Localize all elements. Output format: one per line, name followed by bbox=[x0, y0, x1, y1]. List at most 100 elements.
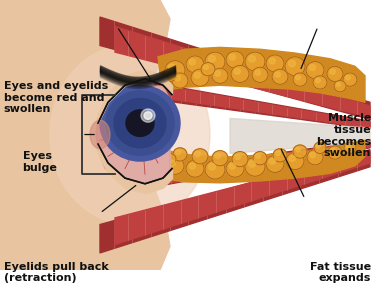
Text: Muscle
tissue
becomes
swollen: Muscle tissue becomes swollen bbox=[316, 113, 371, 158]
Circle shape bbox=[204, 65, 209, 70]
Circle shape bbox=[141, 109, 155, 122]
Text: Eyes and eyelids
become red and
swollen: Eyes and eyelids become red and swollen bbox=[4, 81, 108, 114]
Circle shape bbox=[269, 158, 276, 164]
Circle shape bbox=[212, 150, 228, 166]
Text: Eyelids pull back
(retraction): Eyelids pull back (retraction) bbox=[4, 262, 108, 284]
Polygon shape bbox=[158, 140, 365, 183]
Polygon shape bbox=[115, 27, 370, 117]
Circle shape bbox=[229, 163, 236, 169]
Polygon shape bbox=[100, 17, 370, 119]
Circle shape bbox=[285, 57, 305, 76]
Circle shape bbox=[144, 112, 152, 119]
Polygon shape bbox=[160, 85, 370, 128]
Circle shape bbox=[232, 152, 248, 167]
Circle shape bbox=[255, 154, 260, 158]
Text: Fat tissue
expands: Fat tissue expands bbox=[310, 262, 371, 284]
Circle shape bbox=[286, 152, 304, 170]
Circle shape bbox=[189, 163, 195, 169]
Circle shape bbox=[212, 68, 228, 84]
Circle shape bbox=[275, 72, 280, 77]
Circle shape bbox=[313, 76, 327, 89]
Polygon shape bbox=[230, 118, 370, 153]
Circle shape bbox=[234, 68, 240, 74]
Polygon shape bbox=[158, 47, 365, 102]
Circle shape bbox=[343, 73, 357, 86]
Circle shape bbox=[253, 152, 267, 165]
Circle shape bbox=[226, 160, 244, 177]
Circle shape bbox=[195, 151, 200, 157]
Circle shape bbox=[164, 153, 176, 165]
Circle shape bbox=[189, 59, 195, 65]
Polygon shape bbox=[0, 0, 170, 270]
Circle shape bbox=[191, 69, 209, 86]
Circle shape bbox=[215, 71, 220, 76]
Circle shape bbox=[126, 110, 154, 137]
Circle shape bbox=[165, 70, 170, 75]
Circle shape bbox=[314, 142, 326, 153]
Circle shape bbox=[309, 65, 315, 70]
Circle shape bbox=[327, 66, 343, 82]
Circle shape bbox=[166, 157, 184, 174]
Circle shape bbox=[330, 148, 335, 153]
Circle shape bbox=[245, 52, 265, 71]
Circle shape bbox=[345, 75, 350, 80]
Circle shape bbox=[334, 81, 346, 92]
Circle shape bbox=[289, 156, 296, 162]
Circle shape bbox=[114, 99, 166, 148]
Circle shape bbox=[266, 155, 284, 172]
Polygon shape bbox=[160, 141, 370, 185]
Circle shape bbox=[205, 52, 225, 71]
Circle shape bbox=[209, 55, 216, 62]
Polygon shape bbox=[96, 84, 170, 186]
Circle shape bbox=[100, 85, 180, 161]
Circle shape bbox=[245, 157, 265, 176]
Circle shape bbox=[172, 73, 188, 88]
Circle shape bbox=[269, 58, 276, 64]
Polygon shape bbox=[115, 152, 370, 245]
Circle shape bbox=[276, 151, 280, 156]
Circle shape bbox=[330, 69, 335, 74]
Polygon shape bbox=[96, 84, 170, 186]
Circle shape bbox=[186, 160, 204, 177]
Circle shape bbox=[316, 144, 320, 148]
Circle shape bbox=[346, 144, 350, 148]
Polygon shape bbox=[155, 140, 370, 187]
Circle shape bbox=[293, 73, 307, 86]
Circle shape bbox=[235, 154, 240, 160]
Circle shape bbox=[165, 61, 185, 80]
Circle shape bbox=[315, 78, 320, 83]
Circle shape bbox=[306, 62, 324, 79]
Circle shape bbox=[288, 60, 296, 67]
Ellipse shape bbox=[90, 120, 110, 149]
Circle shape bbox=[169, 160, 176, 166]
Circle shape bbox=[272, 69, 288, 84]
Circle shape bbox=[336, 83, 340, 86]
Circle shape bbox=[231, 65, 249, 82]
Circle shape bbox=[252, 67, 268, 82]
Circle shape bbox=[176, 150, 180, 155]
Circle shape bbox=[215, 153, 220, 158]
Circle shape bbox=[273, 149, 287, 162]
Circle shape bbox=[201, 62, 215, 76]
Circle shape bbox=[163, 68, 177, 82]
Polygon shape bbox=[155, 84, 370, 129]
Circle shape bbox=[328, 146, 342, 159]
Circle shape bbox=[344, 142, 356, 153]
Circle shape bbox=[296, 147, 300, 152]
Circle shape bbox=[186, 56, 204, 73]
Circle shape bbox=[192, 149, 208, 164]
Circle shape bbox=[293, 145, 307, 158]
Circle shape bbox=[226, 51, 244, 68]
Circle shape bbox=[249, 160, 255, 167]
Circle shape bbox=[255, 70, 260, 75]
Circle shape bbox=[229, 54, 236, 60]
Circle shape bbox=[249, 55, 255, 62]
Circle shape bbox=[209, 163, 216, 170]
Circle shape bbox=[173, 148, 187, 161]
Circle shape bbox=[168, 64, 176, 71]
Ellipse shape bbox=[50, 44, 210, 225]
Circle shape bbox=[296, 75, 300, 80]
Polygon shape bbox=[100, 150, 370, 253]
Circle shape bbox=[194, 72, 201, 78]
Circle shape bbox=[175, 76, 180, 81]
